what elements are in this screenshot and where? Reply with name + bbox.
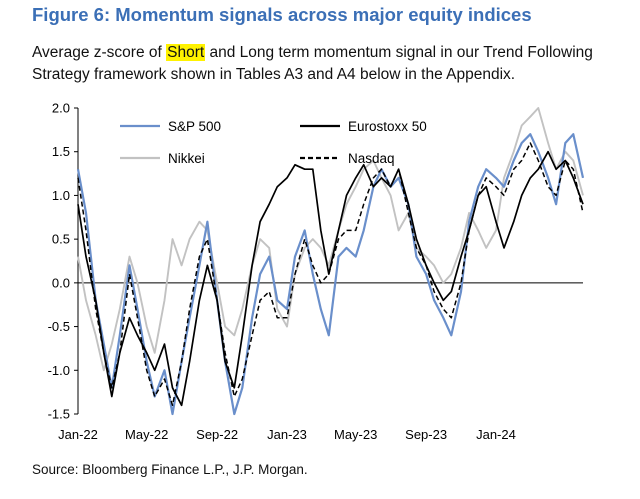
subtitle-text-start: Average z-score of	[32, 44, 167, 61]
y-tick-label: 1.0	[52, 188, 70, 203]
y-tick-label: 0.5	[52, 232, 70, 247]
figure-source: Source: Bloomberg Finance L.P., J.P. Mor…	[32, 462, 308, 477]
y-tick-label: 0.0	[52, 275, 70, 290]
legend-label-nasdaq: Nasdaq	[348, 151, 395, 166]
subtitle-highlight: Short	[166, 44, 206, 61]
legend-label-sp500: S&P 500	[168, 119, 221, 134]
series-line-nasdaq	[77, 142, 584, 407]
figure-subtitle: Average z-score of Short and Long term m…	[32, 42, 632, 86]
x-tick-label: Jan-22	[58, 427, 98, 442]
series-line-nikkei	[77, 107, 584, 372]
figure-title: Figure 6: Momentum signals across major …	[32, 4, 532, 25]
chart-series	[76, 107, 585, 416]
x-tick-label: Sep-23	[405, 427, 447, 442]
legend-label-eurostoxx: Eurostoxx 50	[348, 119, 427, 134]
y-tick-label: -0.5	[48, 319, 70, 334]
x-tick-label: May-23	[334, 427, 377, 442]
y-tick-label: -1.0	[48, 363, 70, 378]
y-tick-label: 1.5	[52, 144, 70, 159]
x-tick-label: Jan-23	[267, 427, 307, 442]
x-tick-label: Jan-24	[476, 427, 516, 442]
series-line-sp500	[76, 133, 585, 416]
chart-legend: S&P 500 Eurostoxx 50 Nikkei Nasdaq	[120, 119, 427, 166]
momentum-line-chart: 2.0 1.5 1.0 0.5 0.0 -0.5 -1.0 -1.5 Jan-22 May-22 S…	[48, 101, 585, 442]
chart-axes: 2.0 1.5 1.0 0.5 0.0 -0.5 -1.0 -1.5 Jan-22 May-22 S…	[48, 101, 583, 442]
x-tick-label: Sep-22	[196, 427, 238, 442]
subtitle-text-end: and Long term momentum signal in our Tre…	[32, 44, 593, 83]
legend-label-nikkei: Nikkei	[168, 151, 205, 166]
y-tick-label: -1.5	[48, 407, 70, 422]
y-tick-label: 2.0	[52, 101, 70, 116]
series-line-eurostoxx	[77, 150, 584, 407]
x-tick-label: May-22	[125, 427, 168, 442]
